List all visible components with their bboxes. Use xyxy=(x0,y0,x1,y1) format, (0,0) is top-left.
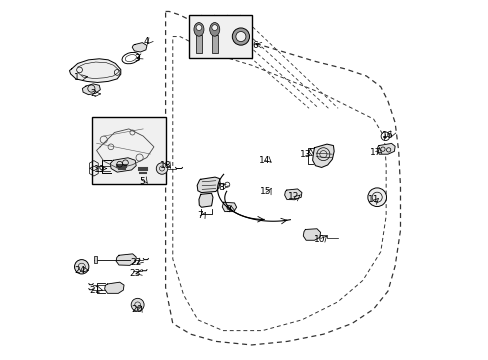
Circle shape xyxy=(156,163,167,174)
Circle shape xyxy=(196,25,202,31)
Polygon shape xyxy=(284,189,301,200)
Ellipse shape xyxy=(209,23,219,36)
Circle shape xyxy=(74,260,89,274)
Polygon shape xyxy=(132,42,147,52)
Text: 6: 6 xyxy=(252,41,258,50)
Circle shape xyxy=(211,25,217,31)
Text: 22: 22 xyxy=(130,258,142,267)
Text: 9: 9 xyxy=(225,205,231,214)
Polygon shape xyxy=(116,254,136,265)
Polygon shape xyxy=(104,282,124,293)
Text: 11: 11 xyxy=(367,195,379,204)
Polygon shape xyxy=(82,84,100,95)
Text: 20: 20 xyxy=(131,305,142,314)
Ellipse shape xyxy=(194,23,203,36)
Polygon shape xyxy=(110,158,136,172)
Bar xyxy=(211,35,217,53)
Text: 12: 12 xyxy=(288,192,299,201)
Polygon shape xyxy=(69,59,121,82)
Text: 4: 4 xyxy=(143,37,148,46)
Text: 24: 24 xyxy=(74,266,85,275)
Bar xyxy=(94,256,97,263)
Polygon shape xyxy=(222,202,236,212)
Circle shape xyxy=(232,28,249,45)
Text: 10: 10 xyxy=(313,235,325,244)
Text: 1: 1 xyxy=(74,73,80,82)
Text: 16: 16 xyxy=(382,131,393,140)
Text: 13: 13 xyxy=(299,150,310,159)
Text: 23: 23 xyxy=(129,269,141,278)
Polygon shape xyxy=(312,144,333,167)
Text: 2: 2 xyxy=(90,89,96,98)
Text: 8: 8 xyxy=(218,183,224,192)
Text: 19: 19 xyxy=(93,165,105,174)
Text: 15: 15 xyxy=(260,187,271,196)
Polygon shape xyxy=(376,143,394,154)
Text: 14: 14 xyxy=(258,156,269,165)
Polygon shape xyxy=(199,193,212,207)
Circle shape xyxy=(131,298,144,311)
Circle shape xyxy=(367,188,386,207)
Text: 17: 17 xyxy=(369,148,380,157)
Polygon shape xyxy=(303,229,320,240)
Text: 7: 7 xyxy=(196,211,202,220)
Text: 5: 5 xyxy=(139,177,145,186)
Text: 18: 18 xyxy=(160,161,171,170)
Bar xyxy=(196,35,202,53)
Circle shape xyxy=(235,32,245,41)
Bar xyxy=(188,15,251,58)
Text: 21: 21 xyxy=(89,286,100,295)
Polygon shape xyxy=(197,177,220,193)
Bar xyxy=(92,117,165,184)
Text: 3: 3 xyxy=(134,54,140,63)
